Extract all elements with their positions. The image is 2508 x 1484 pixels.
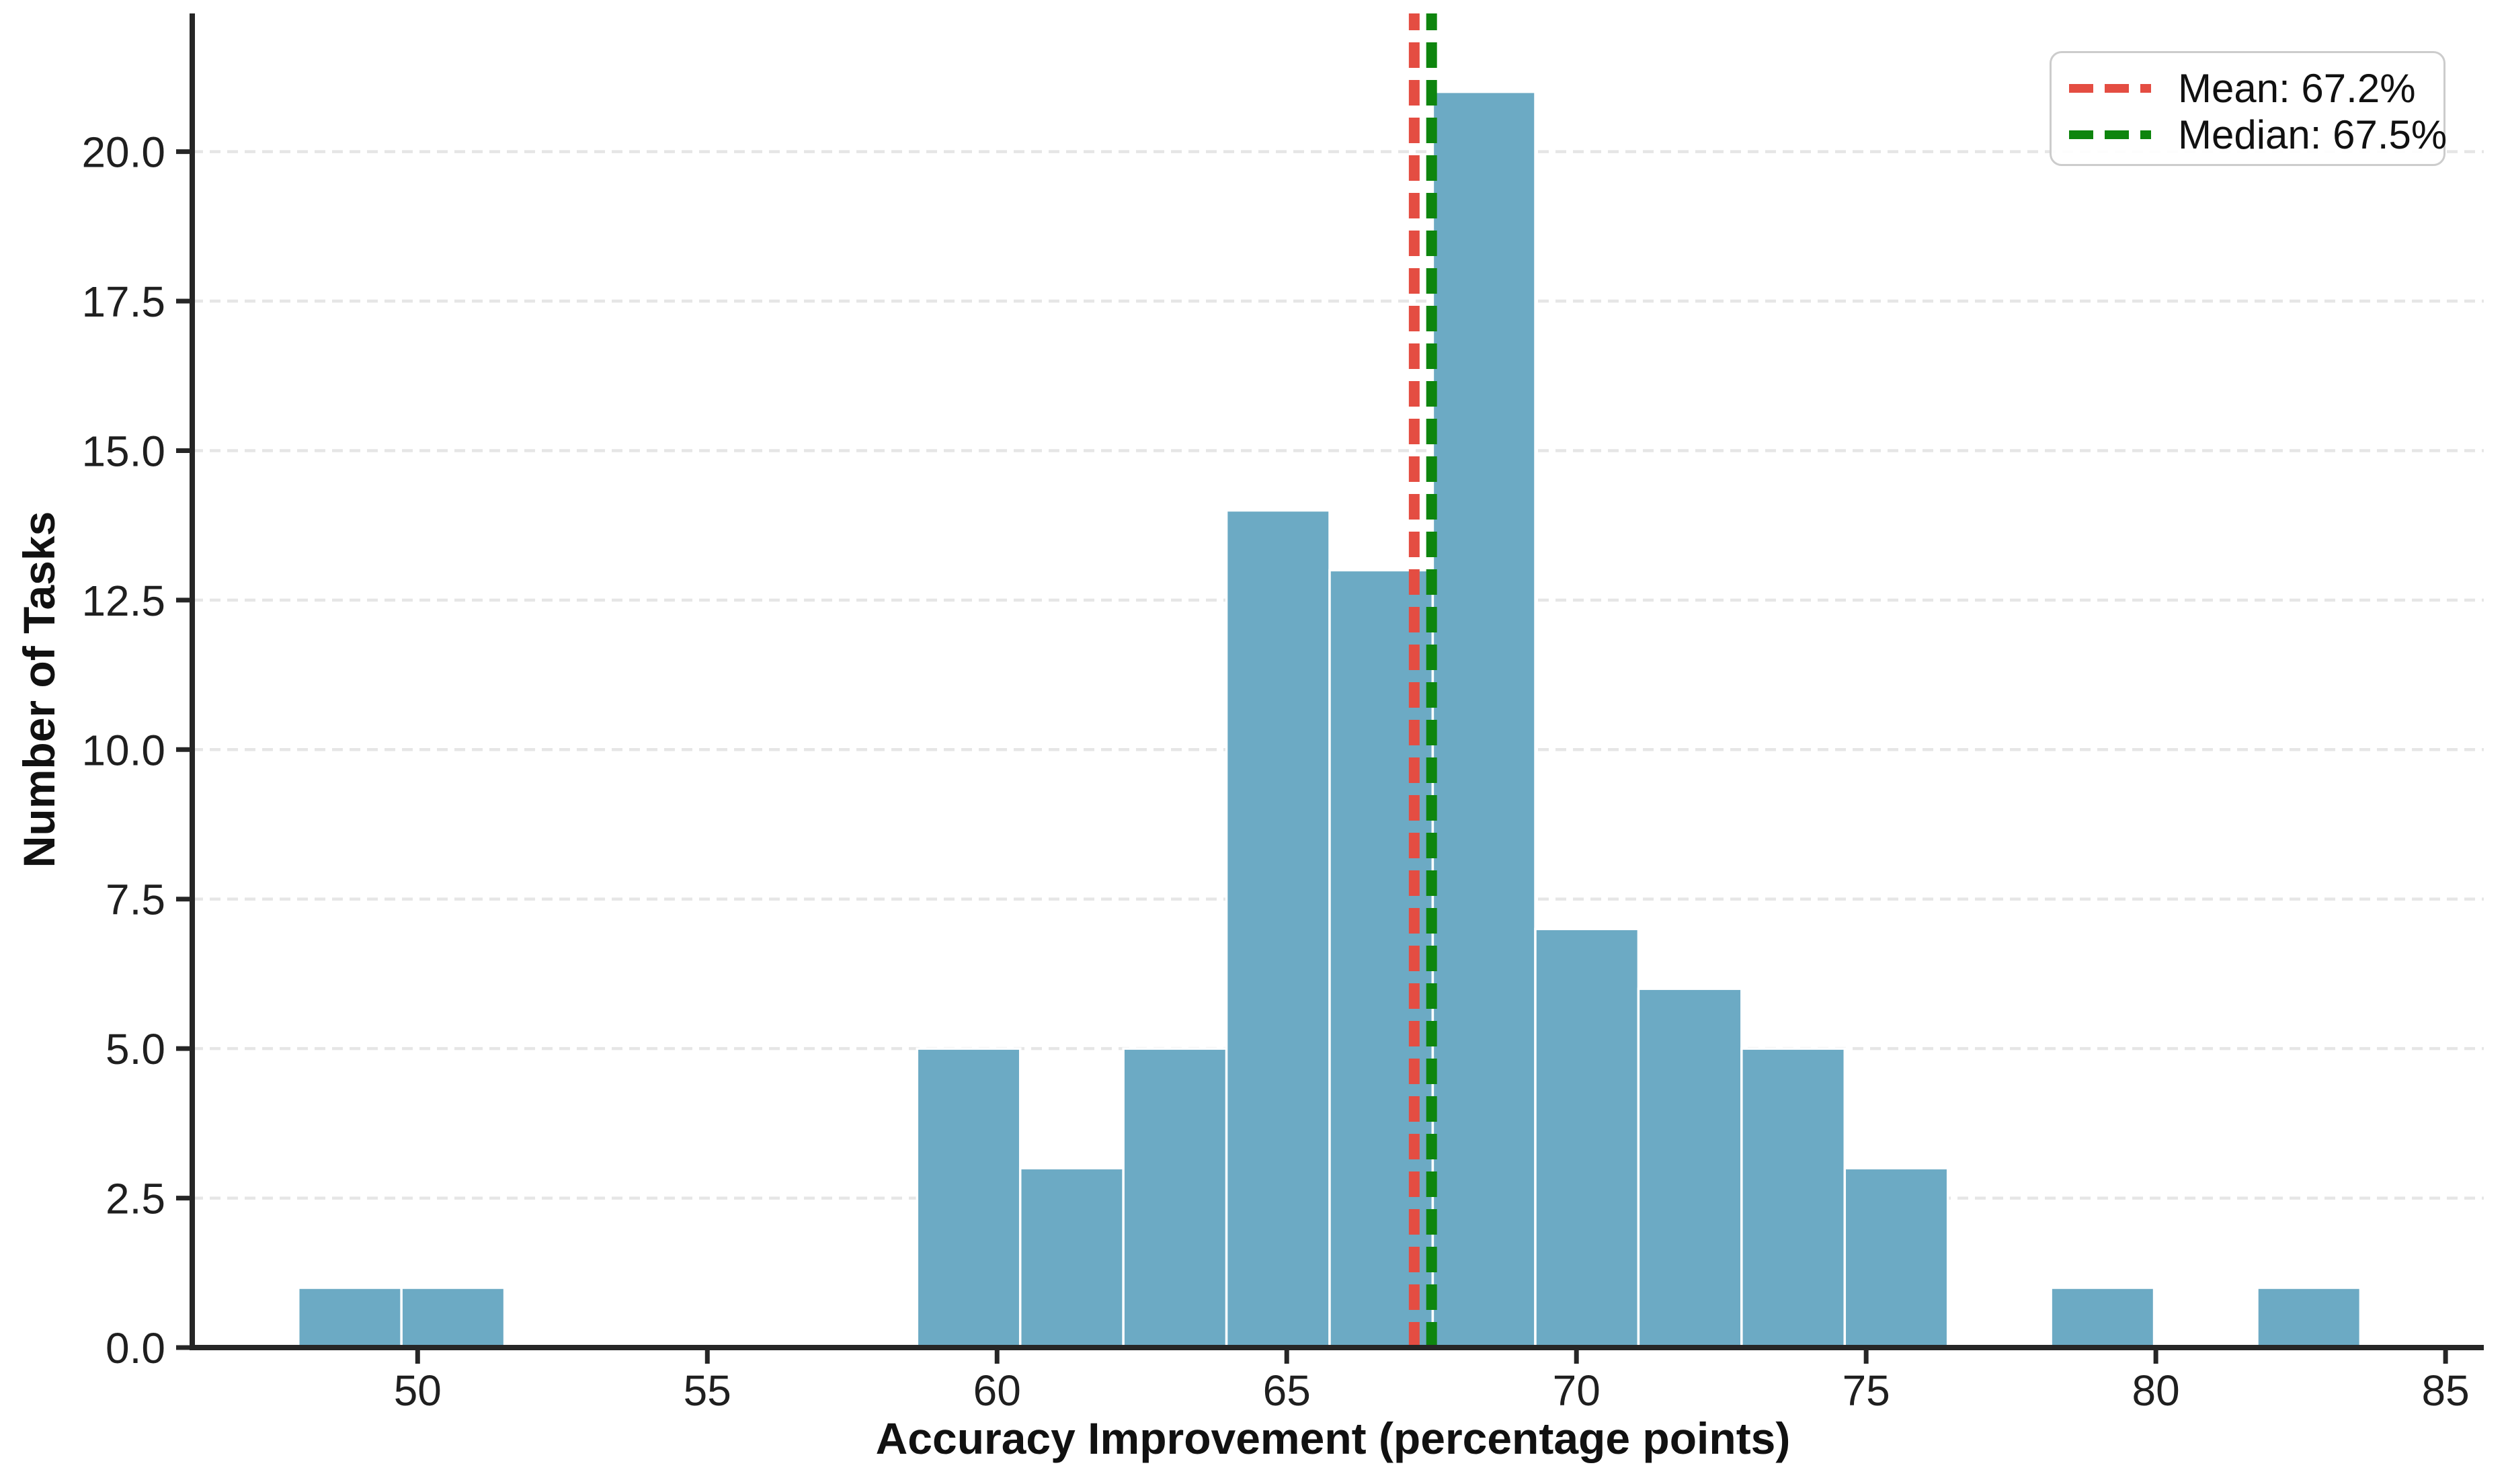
y-tick-label: 10.0 bbox=[81, 726, 165, 774]
y-tick-label: 15.0 bbox=[81, 427, 165, 475]
y-tick-label: 2.5 bbox=[106, 1175, 165, 1223]
y-tick-label: 5.0 bbox=[106, 1025, 165, 1073]
x-tick-label: 55 bbox=[684, 1366, 731, 1415]
legend-item-median: Median: 67.5% bbox=[2069, 112, 2447, 158]
histogram-bar bbox=[400, 1286, 506, 1349]
histogram-bar bbox=[1637, 987, 1743, 1349]
x-tick-label: 50 bbox=[394, 1366, 442, 1415]
histogram-bar bbox=[1122, 1047, 1228, 1349]
histogram-bar bbox=[296, 1286, 403, 1349]
histogram-bar bbox=[1843, 1167, 1949, 1349]
y-tick-label: 7.5 bbox=[106, 876, 165, 924]
histogram-bar bbox=[1018, 1167, 1125, 1349]
histogram-bar bbox=[1740, 1047, 1847, 1349]
y-axis-label: Number of Tasks bbox=[14, 511, 64, 868]
legend-item-mean: Mean: 67.2% bbox=[2069, 65, 2421, 112]
y-tick-label: 17.5 bbox=[81, 278, 165, 326]
median-dashed-line-sample bbox=[2069, 130, 2151, 139]
x-tick-label: 75 bbox=[1843, 1366, 1890, 1415]
x-tick-label: 70 bbox=[1553, 1366, 1601, 1415]
histogram-bar bbox=[2256, 1286, 2362, 1349]
x-tick-label: 60 bbox=[973, 1366, 1021, 1415]
x-tick-label: 65 bbox=[1263, 1366, 1311, 1415]
histogram-bar bbox=[1225, 509, 1331, 1349]
histogram-bar bbox=[2050, 1286, 2156, 1349]
x-tick-label: 85 bbox=[2422, 1366, 2470, 1415]
legend: Mean: 67.2% Median: 67.5% bbox=[2050, 51, 2447, 166]
mean-dashed-line-sample bbox=[2069, 84, 2151, 93]
legend-label-mean: Mean: 67.2% bbox=[2178, 66, 2416, 111]
y-tick-label: 20.0 bbox=[81, 128, 165, 177]
y-tick-label: 12.5 bbox=[81, 577, 165, 625]
legend-label-median: Median: 67.5% bbox=[2178, 112, 2448, 157]
histogram-bar bbox=[1431, 90, 1537, 1349]
y-tick-label: 0.0 bbox=[106, 1324, 165, 1372]
x-tick-label: 80 bbox=[2132, 1366, 2180, 1415]
x-axis-label: Accuracy Improvement (percentage points) bbox=[875, 1413, 1791, 1463]
histogram-bar bbox=[916, 1047, 1022, 1349]
histogram-bar bbox=[1534, 928, 1640, 1349]
